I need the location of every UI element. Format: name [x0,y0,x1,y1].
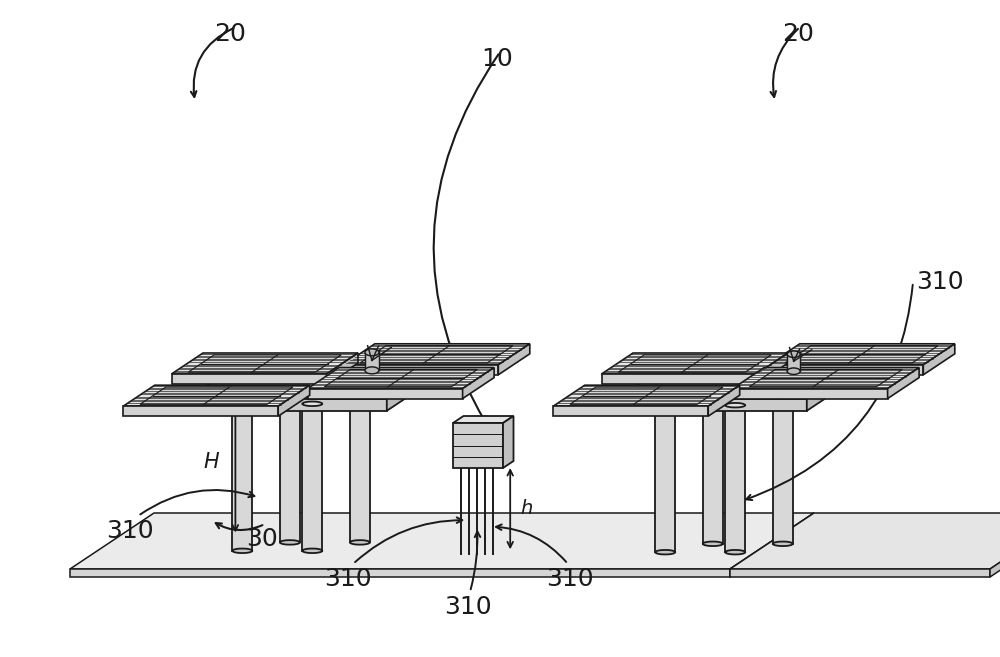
Polygon shape [308,368,494,388]
Ellipse shape [787,368,800,374]
Text: 310: 310 [324,567,372,591]
Bar [725,405,745,552]
Ellipse shape [787,351,800,357]
Polygon shape [387,374,425,411]
Polygon shape [923,344,955,374]
Polygon shape [602,374,757,384]
Polygon shape [70,569,730,577]
Ellipse shape [365,367,379,374]
Ellipse shape [232,549,252,553]
Polygon shape [123,385,310,406]
Text: 20: 20 [782,22,814,46]
Polygon shape [733,368,919,388]
Bar [787,352,800,371]
Polygon shape [768,344,955,365]
Polygon shape [757,353,788,384]
Polygon shape [570,387,723,404]
Text: 310: 310 [546,567,594,591]
Polygon shape [617,375,842,399]
Text: 20: 20 [214,22,246,46]
Polygon shape [343,344,530,365]
Bar [232,404,252,551]
Polygon shape [733,388,888,399]
Ellipse shape [302,401,322,406]
Polygon shape [326,353,358,384]
Ellipse shape [280,393,300,397]
Bar [703,397,723,544]
Polygon shape [553,406,708,416]
Polygon shape [70,513,814,569]
Polygon shape [343,365,498,374]
Bar [302,404,322,551]
Text: 310: 310 [106,519,154,543]
Polygon shape [123,406,278,416]
Polygon shape [785,346,938,363]
Ellipse shape [365,349,379,356]
Polygon shape [618,355,771,372]
Ellipse shape [302,549,322,553]
Bar [365,350,379,371]
Polygon shape [360,346,513,363]
Polygon shape [308,388,463,399]
Polygon shape [768,365,923,374]
Bar [280,396,300,543]
Polygon shape [187,399,387,411]
Bar [773,397,793,544]
Polygon shape [617,399,807,411]
Polygon shape [187,374,425,399]
Ellipse shape [655,550,675,555]
Bar [655,405,675,552]
Ellipse shape [232,401,252,406]
Polygon shape [730,513,814,577]
Polygon shape [172,353,358,374]
Ellipse shape [725,550,745,555]
Ellipse shape [655,403,675,407]
Polygon shape [278,385,310,416]
Polygon shape [730,569,990,577]
Polygon shape [602,353,788,374]
Polygon shape [553,385,740,406]
Ellipse shape [725,403,745,407]
Ellipse shape [773,541,793,546]
Polygon shape [807,375,842,411]
Polygon shape [730,513,1000,569]
Polygon shape [498,344,530,374]
Polygon shape [324,369,477,387]
Text: H: H [204,452,219,472]
Polygon shape [453,423,503,468]
Polygon shape [453,416,514,423]
Bar [350,396,370,543]
Polygon shape [172,374,326,384]
Ellipse shape [773,395,793,399]
Polygon shape [749,369,902,387]
Text: h: h [520,499,533,518]
Polygon shape [888,368,919,399]
Polygon shape [990,513,1000,577]
Ellipse shape [350,540,370,545]
Polygon shape [188,355,341,372]
Ellipse shape [703,395,723,399]
Polygon shape [708,385,740,416]
Ellipse shape [280,540,300,545]
Ellipse shape [350,393,370,397]
Text: 30: 30 [246,527,278,551]
Polygon shape [463,368,494,399]
Polygon shape [503,416,514,468]
Polygon shape [140,387,293,404]
Text: 310: 310 [444,595,492,619]
Ellipse shape [703,541,723,546]
Text: 310: 310 [916,270,964,294]
Text: 10: 10 [481,47,513,71]
